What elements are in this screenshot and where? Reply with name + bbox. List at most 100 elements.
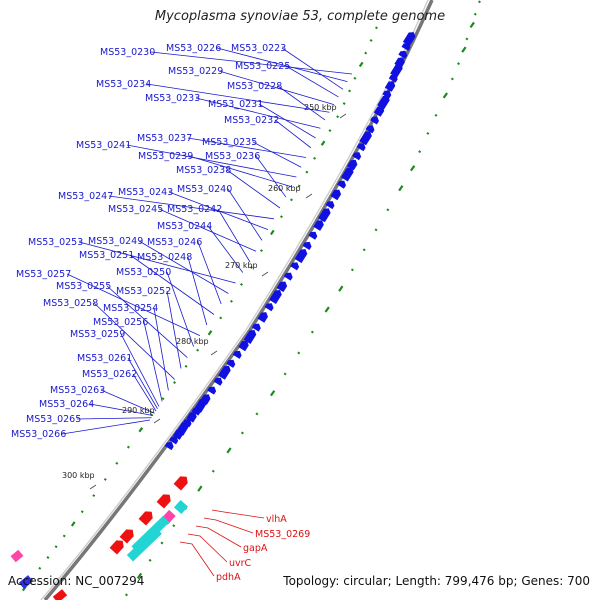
gc-dot xyxy=(348,89,352,93)
gene-label: MS53_0234 xyxy=(96,79,151,90)
leader-line xyxy=(187,533,228,563)
tick-label: 280 kbp xyxy=(176,337,209,346)
gc-dot xyxy=(173,381,177,384)
forward-gene-arrow xyxy=(257,312,268,323)
gene-label: MS53_0229 xyxy=(168,66,223,77)
gene-label: MS53_0241 xyxy=(76,140,131,151)
leader-line xyxy=(274,119,312,149)
leader-line xyxy=(150,51,353,75)
leader-line xyxy=(76,417,152,420)
forward-gene-arrow xyxy=(352,152,362,161)
gc-dot xyxy=(290,198,293,202)
tick-mark xyxy=(261,271,269,277)
forward-gene-arrow xyxy=(283,272,293,281)
forward-gene-arrow xyxy=(308,231,318,240)
forward-gene-arrow xyxy=(269,290,282,305)
gc-dot xyxy=(230,299,233,303)
gene-label: MS53_0235 xyxy=(202,137,257,148)
gene-label: MS53_0265 xyxy=(26,414,81,425)
forward-gene-arrow xyxy=(330,189,342,201)
forward-gene-arrow xyxy=(251,323,261,332)
leader-line xyxy=(138,240,229,294)
gc-dot xyxy=(450,77,454,81)
gc-dot xyxy=(364,51,368,55)
gc-dot xyxy=(207,330,213,336)
gene-label: MS53_0261 xyxy=(77,353,132,364)
highlighted-gene-label: pdhA xyxy=(216,572,241,583)
gene-label: MS53_0225 xyxy=(235,61,290,72)
leader-line xyxy=(203,517,254,534)
leader-line xyxy=(195,97,321,129)
forward-gene-arrow xyxy=(365,125,375,134)
label-leader-lines xyxy=(61,47,353,577)
leader-line xyxy=(168,191,269,230)
gc-dot xyxy=(283,372,287,376)
forward-gene-arrow xyxy=(325,201,335,210)
highlighted-gene-arrow xyxy=(156,494,171,509)
leader-line xyxy=(187,137,307,158)
forward-gene-arrow xyxy=(232,350,242,359)
gc-dot xyxy=(350,268,354,272)
highlighted-gene-label: MS53_0269 xyxy=(255,529,310,540)
gene-label: MS53_0242 xyxy=(167,204,222,215)
corner-gene xyxy=(10,549,24,563)
gene-label: MS53_0231 xyxy=(208,99,263,110)
gc-dot xyxy=(386,208,390,212)
forward-gene-arrow xyxy=(226,359,236,368)
leader-line xyxy=(127,357,158,409)
gc-dot xyxy=(434,113,438,117)
gene-label: MS53_0263 xyxy=(50,385,105,396)
leader-line xyxy=(66,273,201,337)
gene-label: MS53_0244 xyxy=(157,221,212,232)
gene-label: MS53_0266 xyxy=(11,429,66,440)
tick-mark xyxy=(305,193,313,199)
gc-dot xyxy=(442,92,448,99)
genome-stats-text: Topology: circular; Length: 799,476 bp; … xyxy=(283,574,590,588)
leader-line xyxy=(153,307,169,391)
gene-label: MS53_0238 xyxy=(176,165,231,176)
gc-dot xyxy=(310,330,314,334)
gene-label: MS53_0240 xyxy=(177,184,232,195)
forward-gene-arrow xyxy=(398,50,408,59)
gene-label: MS53_0252 xyxy=(116,286,171,297)
cyan-feature xyxy=(173,499,189,515)
forward-gene-arrow xyxy=(377,95,390,110)
forward-gene-arrow xyxy=(390,63,403,78)
tick-mark xyxy=(210,350,218,356)
gc-dot xyxy=(270,229,275,236)
leader-line xyxy=(89,403,154,416)
tick-label: 300 kbp xyxy=(62,471,95,480)
gc-dot xyxy=(46,556,50,559)
highlighted-gene-arrow xyxy=(173,476,188,491)
gene-label: MS53_0259 xyxy=(70,329,125,340)
gc-dot xyxy=(320,140,326,146)
accession-text: Accession: NC_007294 xyxy=(8,574,145,588)
gc-dot xyxy=(260,249,263,253)
gene-label: MS53_0245 xyxy=(108,204,163,215)
forward-gene-arrow xyxy=(213,377,223,386)
leader-line xyxy=(120,333,160,407)
gc-dot xyxy=(418,150,422,154)
forward-gene-arrow xyxy=(169,436,179,445)
highlighted-gene-arrow xyxy=(119,529,134,544)
gc-dot xyxy=(426,131,430,135)
tick-label: 290 kbp xyxy=(122,406,155,415)
gc-dot xyxy=(184,364,188,368)
gc-dot xyxy=(297,351,301,355)
gene-label: MS53_0232 xyxy=(224,115,279,126)
gc-dot xyxy=(353,76,357,80)
gc-dot xyxy=(328,129,332,133)
gene-label: MS53_0251 xyxy=(79,250,134,261)
gc-dot xyxy=(160,541,164,545)
gene-label: MS53_0262 xyxy=(82,369,137,380)
gc-dot xyxy=(297,184,301,188)
tick-label: 260 kbp xyxy=(268,184,301,193)
gc-dot xyxy=(336,115,340,119)
highlighted-gene-arrow xyxy=(138,511,153,526)
leader-line xyxy=(166,271,194,347)
gc-dot xyxy=(148,558,152,562)
leader-line xyxy=(281,47,344,90)
gene-label: MS53_0254 xyxy=(103,303,158,314)
gc-dot xyxy=(240,431,244,435)
gene-label: MS53_0253 xyxy=(28,237,83,248)
